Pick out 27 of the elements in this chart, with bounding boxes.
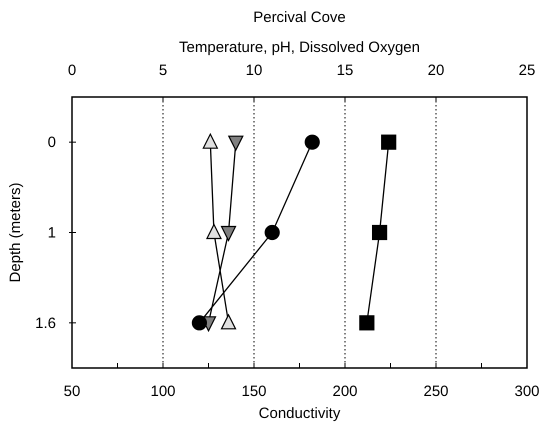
y-tick-label: 0 [48,134,56,152]
point [220,226,236,242]
y-axis-title: Depth (meters) [7,182,24,283]
chart-title: Percival Cove [253,9,346,26]
x2-tick-label: 15 [336,62,354,79]
point [202,134,218,149]
point [206,224,222,240]
x2-tick-label: 25 [518,62,536,79]
x2-axis-title: Temperature, pH, Dissolved Oxygen [179,39,420,56]
y-tick-label: 1 [48,224,56,242]
x-axis-title: Conductivity [258,405,341,422]
x2-tick-label: 5 [158,62,168,79]
x-tick-label: 100 [150,383,176,400]
x2-tick-label: 10 [246,62,262,79]
point [192,315,207,330]
x-tick-label: 200 [332,383,358,400]
point [264,224,280,240]
point [228,136,244,151]
y-tick-label: 1.6 [35,314,56,332]
x-tick-label: 250 [423,383,449,400]
x2-tick-label: 20 [428,62,444,79]
point [304,134,320,150]
x-tick-label: 150 [241,383,267,400]
x-tick-label: 300 [514,383,540,400]
x2-tick-label: 0 [68,62,76,79]
x-tick-label: 50 [64,383,80,400]
point [220,314,236,330]
